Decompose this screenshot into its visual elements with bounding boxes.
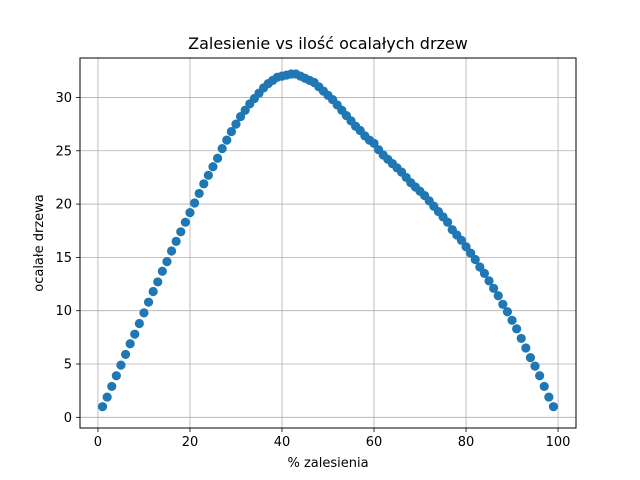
- data-points: [97, 69, 559, 412]
- data-point: [107, 381, 117, 392]
- data-point: [102, 392, 112, 402]
- data-point: [143, 297, 154, 307]
- data-point: [525, 353, 536, 363]
- data-point: [189, 198, 200, 208]
- x-tick-label: 100: [546, 435, 571, 450]
- data-point: [208, 162, 218, 172]
- y-tick-label: 0: [64, 411, 72, 426]
- data-point: [493, 291, 503, 301]
- y-tick-label: 30: [55, 91, 72, 106]
- data-point: [470, 254, 480, 265]
- data-point: [548, 402, 559, 412]
- data-point: [484, 276, 494, 286]
- data-point: [194, 188, 204, 199]
- data-point: [130, 329, 140, 339]
- data-point: [157, 266, 167, 276]
- data-point: [97, 402, 108, 412]
- data-point: [535, 371, 545, 381]
- data-point: [185, 208, 195, 218]
- data-point: [116, 360, 126, 370]
- x-tick-label: 40: [274, 435, 291, 450]
- data-point: [125, 339, 135, 349]
- data-point: [180, 217, 190, 227]
- data-point: [466, 248, 476, 258]
- y-tick-label: 25: [55, 144, 72, 159]
- data-point: [456, 235, 467, 245]
- data-point: [111, 371, 121, 381]
- data-point: [148, 286, 158, 297]
- data-point: [507, 315, 517, 325]
- data-point: [199, 179, 209, 189]
- y-tick-label: 20: [55, 198, 72, 213]
- y-tick-label: 15: [55, 251, 72, 266]
- data-point: [139, 308, 149, 318]
- data-point: [162, 257, 172, 267]
- data-point: [203, 170, 213, 180]
- x-tick-label: 20: [182, 435, 199, 450]
- data-point: [461, 242, 471, 252]
- data-point: [153, 277, 163, 287]
- data-point: [475, 262, 485, 272]
- data-point: [226, 126, 236, 137]
- data-point: [369, 138, 379, 148]
- data-point: [544, 392, 554, 402]
- data-point: [521, 343, 531, 353]
- y-tick-label: 5: [64, 358, 72, 373]
- x-tick-label: 0: [94, 435, 102, 450]
- ticks-layer: 0 20 40 60 80 100 0 5 10 15 20 25 30: [55, 91, 570, 450]
- data-point: [530, 361, 540, 371]
- data-point: [479, 268, 490, 278]
- data-point: [176, 227, 186, 237]
- data-point: [171, 236, 181, 247]
- y-tick-label: 10: [55, 304, 72, 319]
- data-point: [134, 318, 144, 329]
- x-tick-label: 60: [366, 435, 383, 450]
- data-point: [516, 333, 526, 344]
- data-point: [235, 112, 246, 122]
- plot-frame: [79, 57, 577, 429]
- x-axis-title: % zalesienia: [287, 456, 368, 471]
- y-axis-title: ocalałe drzewa: [32, 194, 47, 292]
- data-point: [512, 324, 522, 334]
- data-point: [231, 119, 241, 129]
- data-point: [489, 283, 499, 293]
- data-point: [166, 246, 177, 256]
- chart-title: Zalesienie vs ilość ocalałych drzew: [188, 34, 468, 53]
- data-point: [539, 381, 549, 392]
- data-point: [443, 217, 453, 227]
- data-point: [240, 105, 250, 115]
- data-point: [222, 135, 232, 145]
- data-point: [502, 307, 513, 317]
- data-point: [120, 349, 131, 360]
- data-point: [212, 153, 223, 163]
- x-tick-label: 80: [458, 435, 475, 450]
- data-point: [217, 144, 227, 154]
- data-point: [498, 299, 508, 309]
